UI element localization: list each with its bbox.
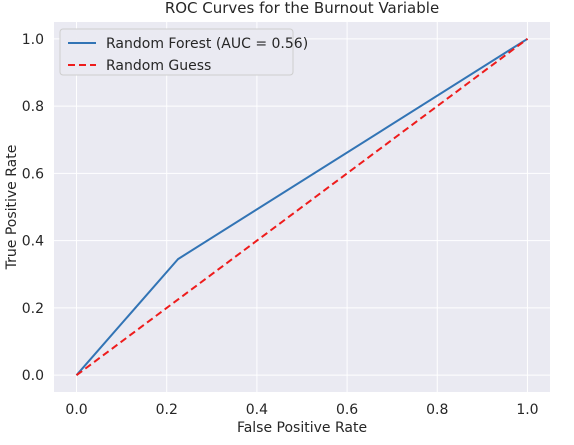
x-tick-label: 0.8: [426, 402, 448, 418]
y-tick-label: 0.6: [22, 166, 44, 182]
y-tick-label: 0.2: [22, 301, 44, 317]
legend-label: Random Guess: [106, 58, 211, 74]
y-tick-label: 0.4: [22, 234, 44, 250]
x-tick-label: 0.0: [65, 402, 87, 418]
legend: Random Forest (AUC = 0.56) Random Guess: [60, 29, 308, 75]
x-tick-label: 0.6: [336, 402, 358, 418]
y-tick-label: 1.0: [22, 32, 44, 48]
x-tick-label: 0.4: [246, 402, 268, 418]
x-tick-label: 1.0: [516, 402, 538, 418]
y-axis-label: True Positive Rate: [4, 145, 20, 271]
y-tick-label: 0.0: [22, 368, 44, 384]
x-axis-label: False Positive Rate: [237, 420, 367, 436]
y-tick-label: 0.8: [22, 99, 44, 115]
legend-label: Random Forest (AUC = 0.56): [106, 36, 308, 52]
x-tick-label: 0.2: [156, 402, 178, 418]
chart-title: ROC Curves for the Burnout Variable: [165, 0, 439, 17]
